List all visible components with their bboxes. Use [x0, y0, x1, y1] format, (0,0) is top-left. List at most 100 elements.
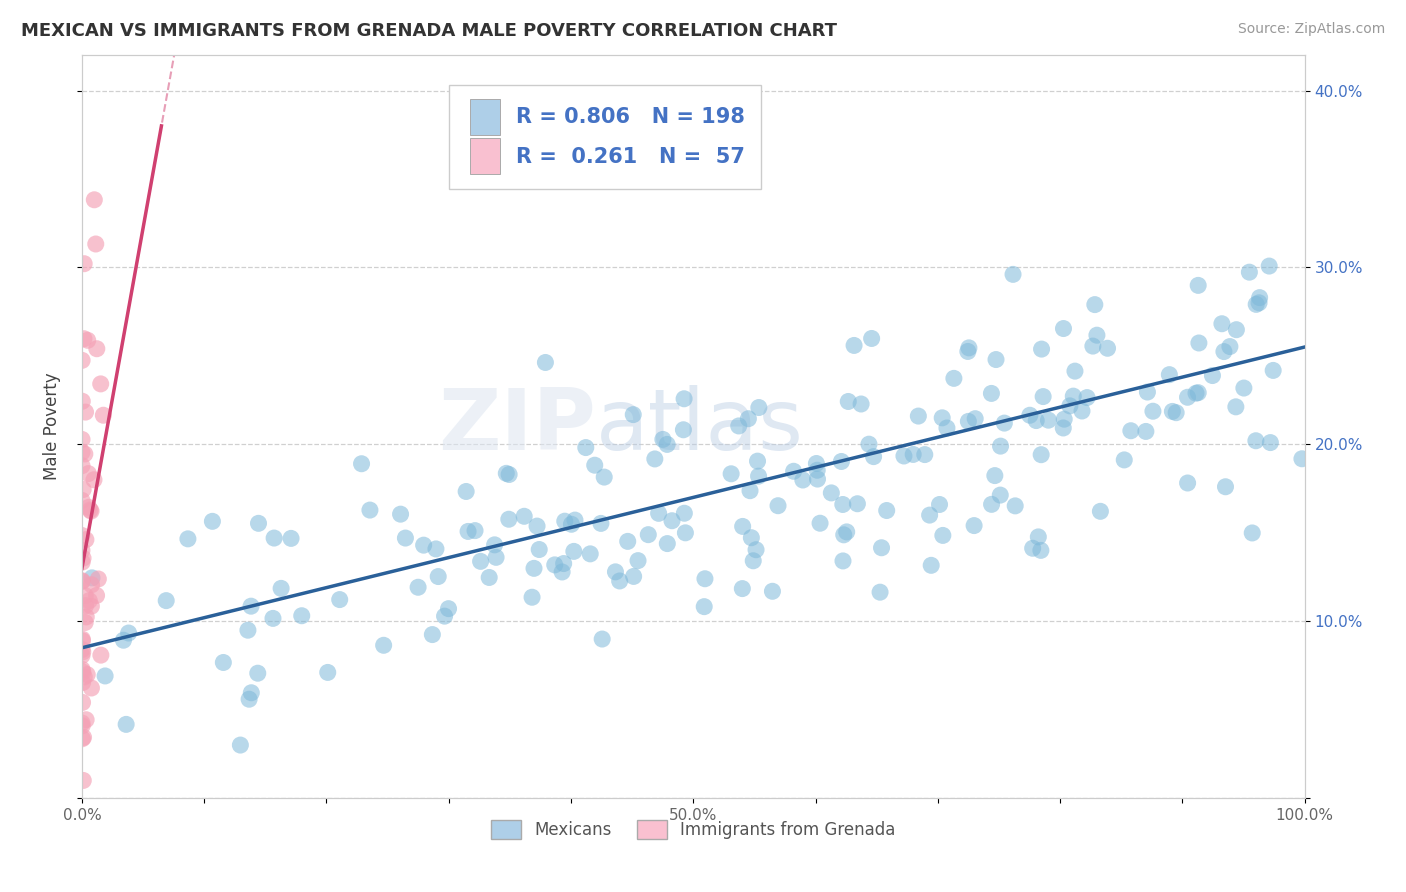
Point [553, 557, 575, 571]
Point [70, 574, 93, 589]
Point [212, 656, 235, 670]
Point [621, 408, 644, 422]
Point [90, 648, 112, 662]
Point [246, 666, 269, 681]
Point [928, 498, 950, 512]
Point [560, 517, 582, 532]
Point [1064, 364, 1087, 378]
Point [72, 633, 94, 648]
Point [609, 574, 631, 588]
Point [75, 589, 97, 603]
Point [727, 419, 749, 434]
FancyBboxPatch shape [470, 99, 501, 135]
Point [484, 538, 506, 552]
Point [984, 352, 1007, 367]
Point [75, 405, 97, 419]
Point [616, 534, 638, 549]
Point [73, 257, 96, 271]
Point [427, 569, 450, 583]
Point [72, 773, 94, 788]
Point [858, 437, 880, 451]
Point [738, 483, 761, 498]
Point [1177, 390, 1199, 404]
Point [869, 585, 891, 599]
Point [433, 609, 456, 624]
Point [623, 569, 645, 583]
Point [1090, 504, 1112, 518]
Point [359, 503, 381, 517]
Point [457, 524, 479, 539]
Point [862, 450, 884, 464]
Point [956, 344, 979, 359]
Point [1026, 530, 1049, 544]
Point [177, 532, 200, 546]
Point [79, 593, 101, 607]
Point [1161, 404, 1184, 418]
Point [84, 237, 107, 252]
Point [1071, 404, 1094, 418]
Point [70, 719, 93, 733]
Legend: Mexicans, Immigrants from Grenada: Mexicans, Immigrants from Grenada [485, 813, 903, 846]
Point [1081, 339, 1104, 353]
Point [112, 633, 135, 648]
Point [280, 532, 302, 546]
Point [1188, 336, 1211, 351]
Point [672, 423, 695, 437]
Point [907, 409, 929, 423]
Point [766, 499, 789, 513]
Point [70, 555, 93, 569]
Point [1085, 328, 1108, 343]
Point [1249, 291, 1271, 305]
Text: ZIP: ZIP [437, 385, 596, 468]
Point [551, 565, 574, 579]
Point [1059, 399, 1081, 413]
Point [1263, 363, 1285, 377]
Point [693, 599, 716, 614]
Point [70, 648, 93, 663]
Point [980, 386, 1002, 401]
Point [75, 615, 97, 630]
Text: atlas: atlas [596, 385, 803, 468]
Point [1244, 434, 1267, 448]
Point [93, 409, 115, 423]
Point [901, 447, 924, 461]
FancyBboxPatch shape [470, 138, 501, 174]
Point [75, 610, 97, 624]
Point [389, 507, 412, 521]
Point [579, 547, 602, 561]
Point [70, 543, 93, 558]
Point [86, 342, 108, 356]
Y-axis label: Male Poverty: Male Poverty [44, 373, 60, 481]
Point [422, 627, 444, 641]
Point [70, 458, 93, 473]
Point [748, 469, 770, 483]
Point [1142, 404, 1164, 418]
Point [593, 470, 616, 484]
Point [425, 541, 447, 556]
Point [83, 193, 105, 207]
Point [72, 645, 94, 659]
Point [72, 665, 94, 679]
Point [77, 500, 100, 515]
Text: R =  0.261   N =  57: R = 0.261 N = 57 [516, 147, 745, 167]
Point [806, 463, 828, 477]
Point [72, 632, 94, 647]
Point [1260, 435, 1282, 450]
Point [1018, 409, 1040, 423]
Point [72, 483, 94, 497]
Point [155, 593, 177, 607]
Point [73, 447, 96, 461]
Point [115, 717, 138, 731]
Point [1211, 317, 1233, 331]
Point [1159, 368, 1181, 382]
Point [831, 498, 853, 512]
Point [806, 472, 828, 486]
Text: R = 0.806   N = 198: R = 0.806 N = 198 [516, 107, 745, 127]
Point [742, 554, 765, 568]
Point [470, 554, 492, 568]
Point [846, 497, 869, 511]
Point [270, 582, 292, 596]
Point [583, 458, 606, 473]
Point [957, 414, 980, 428]
Point [70, 716, 93, 731]
